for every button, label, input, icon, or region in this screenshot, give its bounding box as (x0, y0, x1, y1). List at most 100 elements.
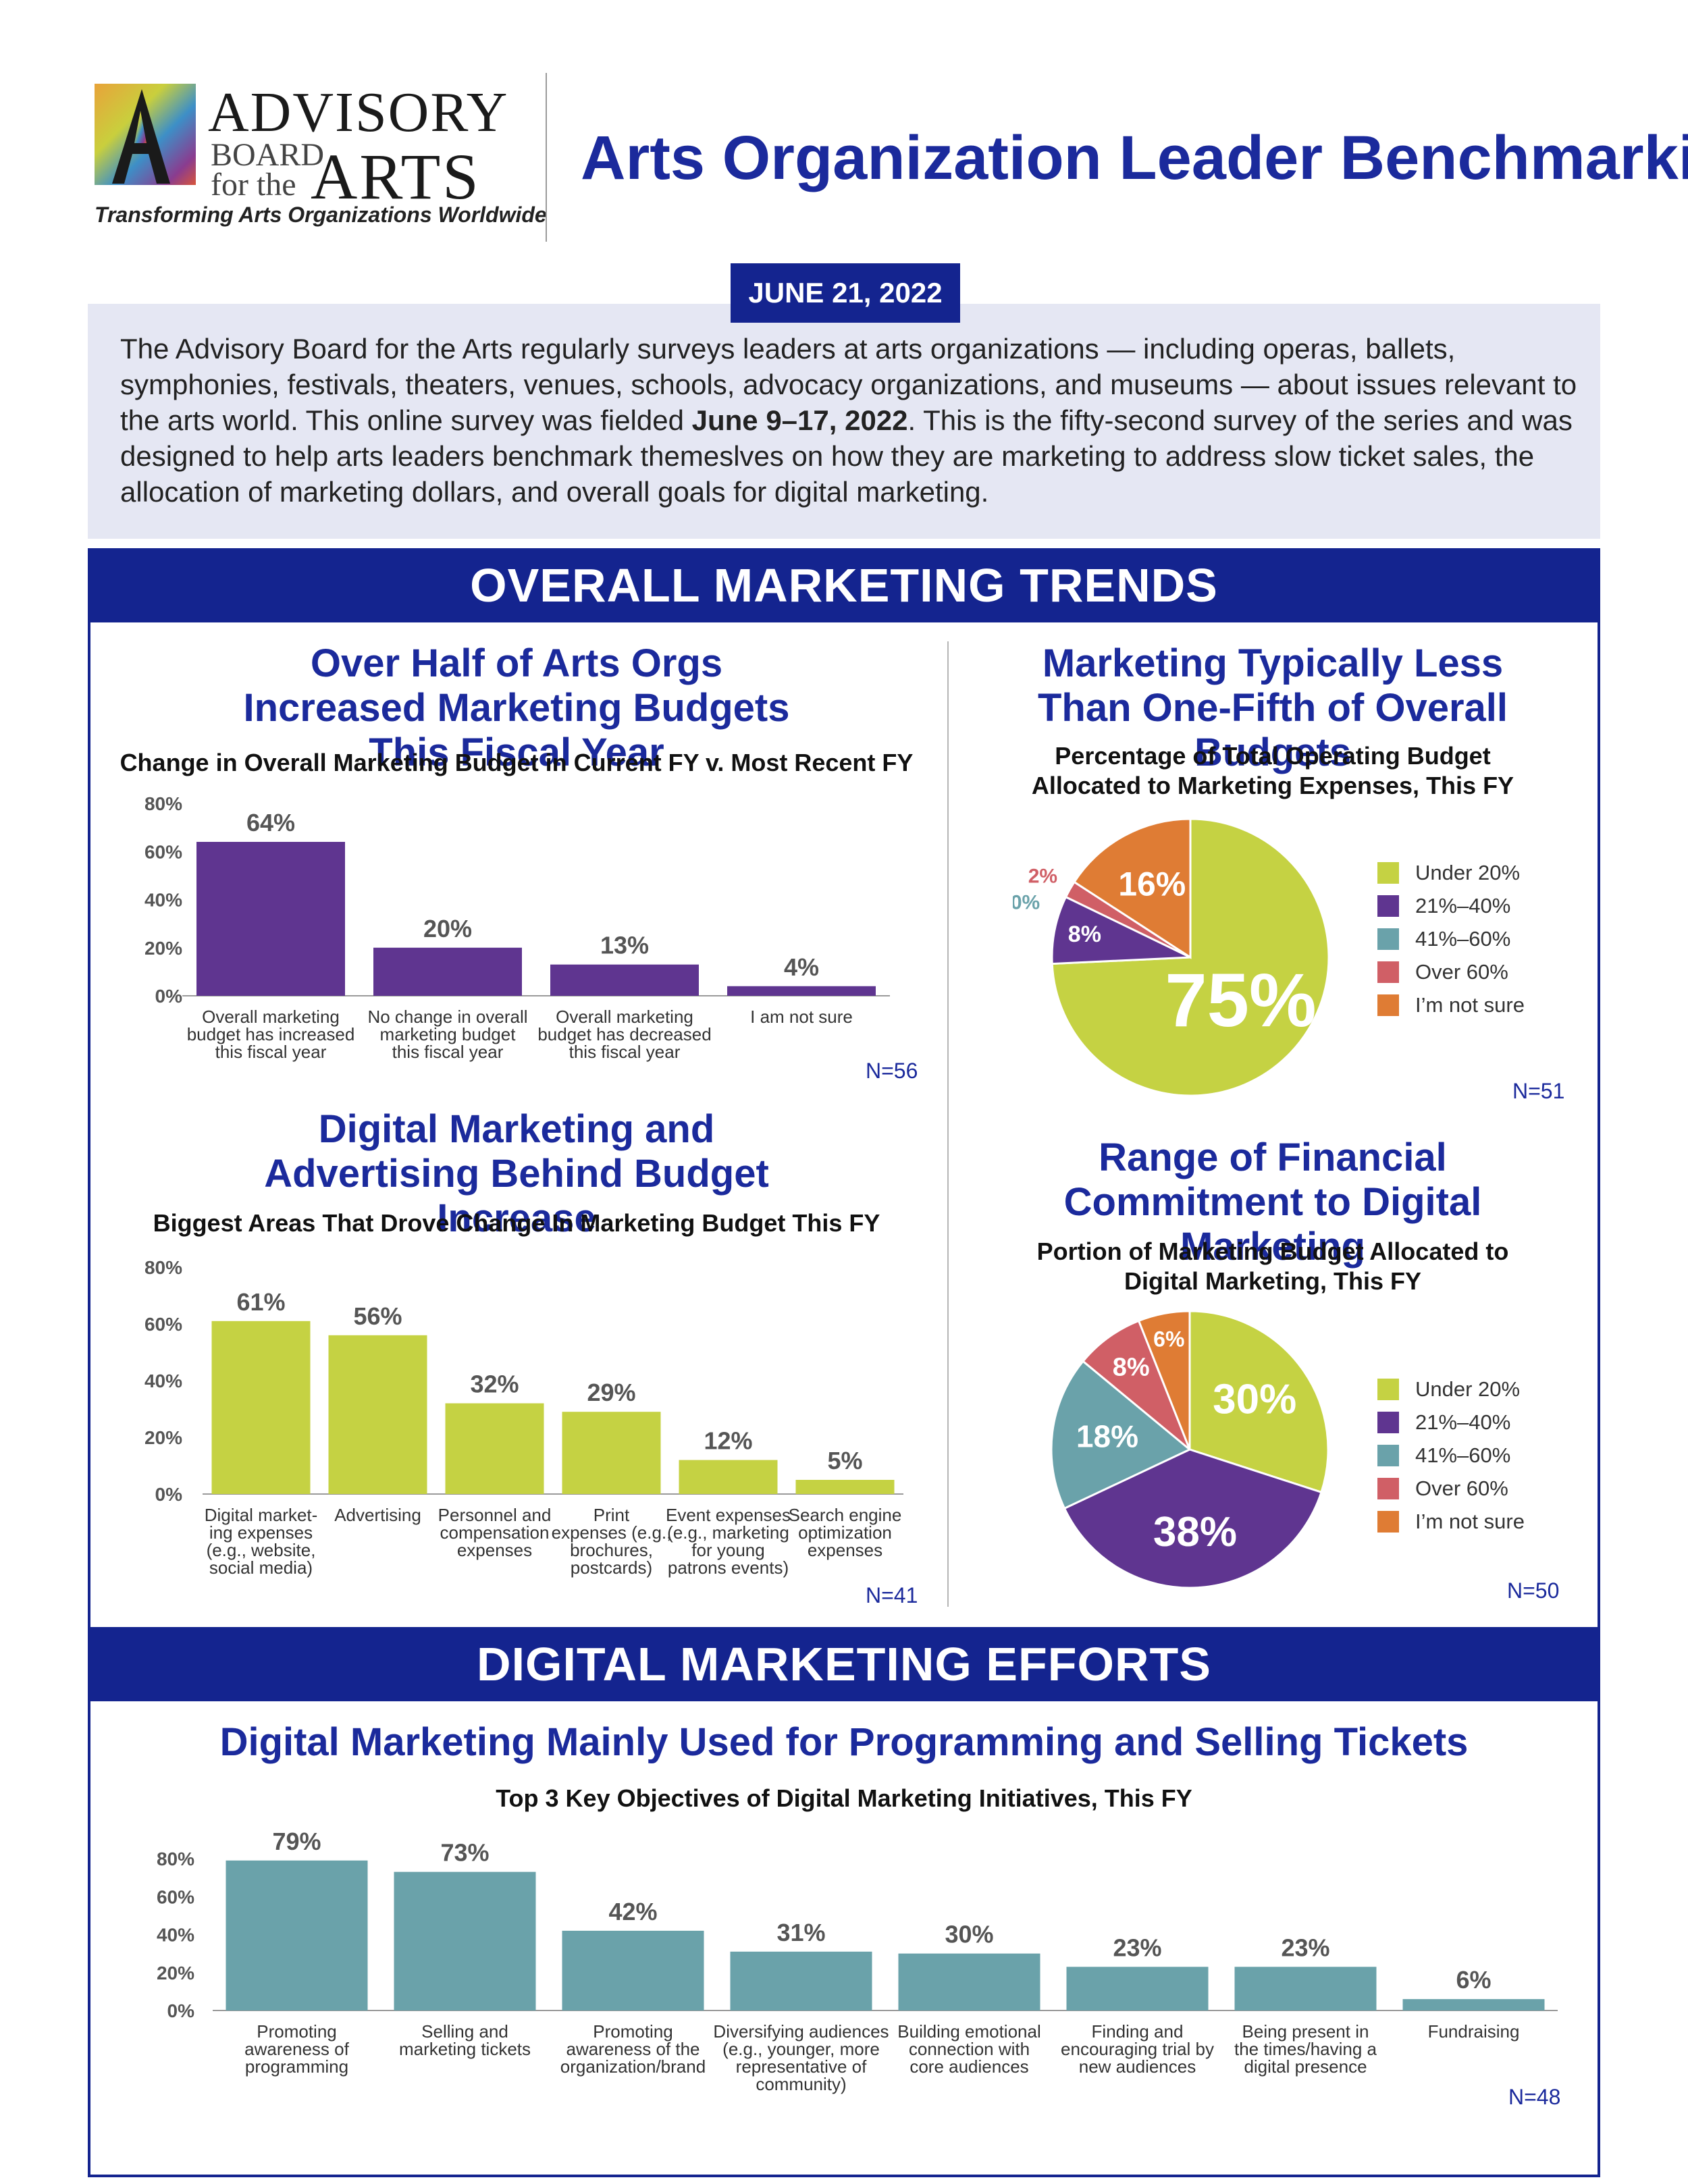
pie-value-label: 2% (1028, 865, 1057, 887)
category-label: Overall marketing budget has increased thi… (187, 1007, 355, 1062)
legend-item: Over 60% (1377, 1472, 1525, 1505)
category-label-line: Overall marketing (202, 1007, 340, 1027)
category-label: Personnel and compensation expenses (438, 1505, 552, 1560)
category-label: Print expenses (e.g., brochures, postcards) (552, 1505, 672, 1578)
category-label-line: No change in overall (367, 1007, 527, 1027)
category-label-line: (e.g., younger, more (722, 2039, 880, 2059)
legend-swatch (1377, 861, 1399, 884)
chart1-subtitle: Change in Overall Marketing Budget in Cu… (120, 749, 914, 776)
bar (795, 1480, 895, 1494)
chart5-n: N=48 (1508, 2085, 1561, 2109)
y-tick-label: 80% (144, 1257, 182, 1278)
category-label-line: brochures, (570, 1540, 653, 1560)
chart4-subtitle: Portion of Marketing Budget Allocated to… (949, 1237, 1597, 1296)
category-label-line: organization/brand (560, 2056, 706, 2077)
category-label-line: Diversifying audiences (713, 2021, 889, 2042)
category-label: Search engine optimization expenses (789, 1505, 902, 1560)
chart2-subtitle: Biggest Areas That Drove Change In Marke… (153, 1209, 880, 1237)
legend-swatch (1377, 1510, 1399, 1533)
pie-slice (1137, 1310, 1191, 1450)
category-label: Selling and marketing tickets (399, 2021, 531, 2059)
bar-value-label: 79% (272, 1828, 321, 1855)
chart4-title-text: Range of Financial Commitment to Digital… (1063, 1136, 1482, 1269)
pie-value-label: 75% (1165, 958, 1316, 1042)
category-label-line: (e.g., website, (207, 1540, 316, 1560)
intro-text: The Advisory Board for the Arts regularl… (120, 331, 1579, 510)
bar (562, 1930, 704, 2010)
legend-swatch (1377, 994, 1399, 1016)
chart4-legend: Under 20% 21%–40% 41%–60% Over 60% I’m not s… (1377, 1373, 1525, 1538)
y-tick-label: 20% (144, 1427, 182, 1448)
legend-label: Over 60% (1415, 959, 1508, 984)
legend-swatch (1377, 1444, 1399, 1466)
category-label: Promoting awareness of the organization/br… (560, 2021, 706, 2077)
intro-text-part2: . This is the fifty-second survey of the… (120, 404, 1573, 508)
chart4-subtitle-text: Portion of Marketing Budget Allocated to… (1036, 1237, 1509, 1295)
pie-value-label: 18% (1076, 1419, 1138, 1454)
category-label: Overall marketing budget has decreased thi… (537, 1007, 711, 1062)
bar (1234, 1967, 1377, 2010)
date-badge: JUNE 21, 2022 (731, 263, 960, 323)
chart2-n: N=41 (866, 1583, 918, 1607)
bar (211, 1321, 311, 1494)
bar-value-label: 23% (1281, 1934, 1329, 1961)
y-tick-label: 40% (144, 1370, 182, 1391)
category-label-line: this fiscal year (392, 1042, 504, 1062)
legend-label: Under 20% (1415, 1377, 1521, 1401)
category-label: No change in overall marketing budget this… (367, 1007, 527, 1062)
category-label-line: Building emotional (897, 2021, 1040, 2042)
category-label-line: Event expenses (666, 1505, 791, 1525)
category-label-line: Print (594, 1505, 630, 1525)
y-tick-label: 0% (167, 2000, 195, 2021)
category-label: Diversifying audiences (e.g., younger, mo… (713, 2021, 889, 2094)
y-tick-label: 80% (157, 1848, 194, 1869)
bar (373, 947, 522, 996)
bar-value-label: 73% (440, 1839, 489, 1867)
bar-value-label: 5% (827, 1447, 862, 1474)
pie-slice (1050, 1360, 1192, 1510)
category-label-line: encouraging trial by (1061, 2039, 1214, 2059)
y-tick-label: 80% (144, 793, 182, 814)
bar (727, 986, 876, 996)
legend-label: Under 20% (1415, 860, 1521, 884)
category-label: Being present in the times/having a digita… (1234, 2021, 1377, 2077)
pie-slice (1063, 1448, 1323, 1589)
category-label-line: Personnel and (438, 1505, 552, 1525)
category-label: Digital market-ing expenses (e.g., websit… (205, 1505, 318, 1578)
chart4-n: N=50 (1507, 1578, 1560, 1603)
legend-label: 41%–60% (1415, 1443, 1511, 1467)
legend-item: 21%–40% (1377, 889, 1525, 922)
logo-word-advisory: ADVISORY (208, 81, 509, 144)
category-label-line: this fiscal year (215, 1042, 327, 1062)
category-label-line: connection with (909, 2039, 1030, 2059)
pie-slice (1051, 895, 1191, 965)
intro-text-part1: The Advisory Board for the Arts regularl… (120, 333, 1577, 436)
category-label-line: this fiscal year (569, 1042, 681, 1062)
bar-value-label: 4% (784, 953, 819, 981)
chart5-title: Digital Marketing Mainly Used for Progra… (219, 1720, 1469, 1764)
bar (1402, 1999, 1545, 2010)
category-label: Finding and encouraging trial by new audie… (1061, 2021, 1214, 2077)
pie-value-label: 38% (1153, 1509, 1237, 1555)
page-title: Arts Organization Leader Benchmarking (581, 124, 1688, 192)
category-label-line: postcards) (571, 1557, 652, 1578)
pie-value-label: 8% (1068, 922, 1101, 947)
category-label-line: expenses (808, 1540, 882, 1560)
bar (898, 1953, 1040, 2010)
bar-value-label: 13% (600, 932, 649, 959)
category-label-line: awareness of the (566, 2039, 700, 2059)
pie-slice (1072, 818, 1192, 959)
category-label: Promoting awareness of programming (244, 2021, 349, 2077)
intro-box: The Advisory Board for the Arts regularl… (88, 304, 1600, 539)
logo-mark-icon (95, 84, 196, 185)
legend-swatch (1377, 961, 1399, 983)
category-label-line: marketing budget (380, 1024, 517, 1044)
pie-value-label: 30% (1213, 1376, 1296, 1422)
bar (679, 1460, 778, 1494)
chart3-legend: Under 20% 21%–40% 41%–60% Over 60% I’m not s… (1377, 856, 1525, 1021)
bar-value-label: 61% (236, 1288, 285, 1316)
chart5: 0%20%40%60%80%79%Promoting awareness of pr… (157, 1828, 1558, 2094)
bar-value-label: 30% (945, 1921, 993, 1948)
legend-item: 21%–40% (1377, 1406, 1525, 1439)
legend-item: Over 60% (1377, 955, 1525, 988)
